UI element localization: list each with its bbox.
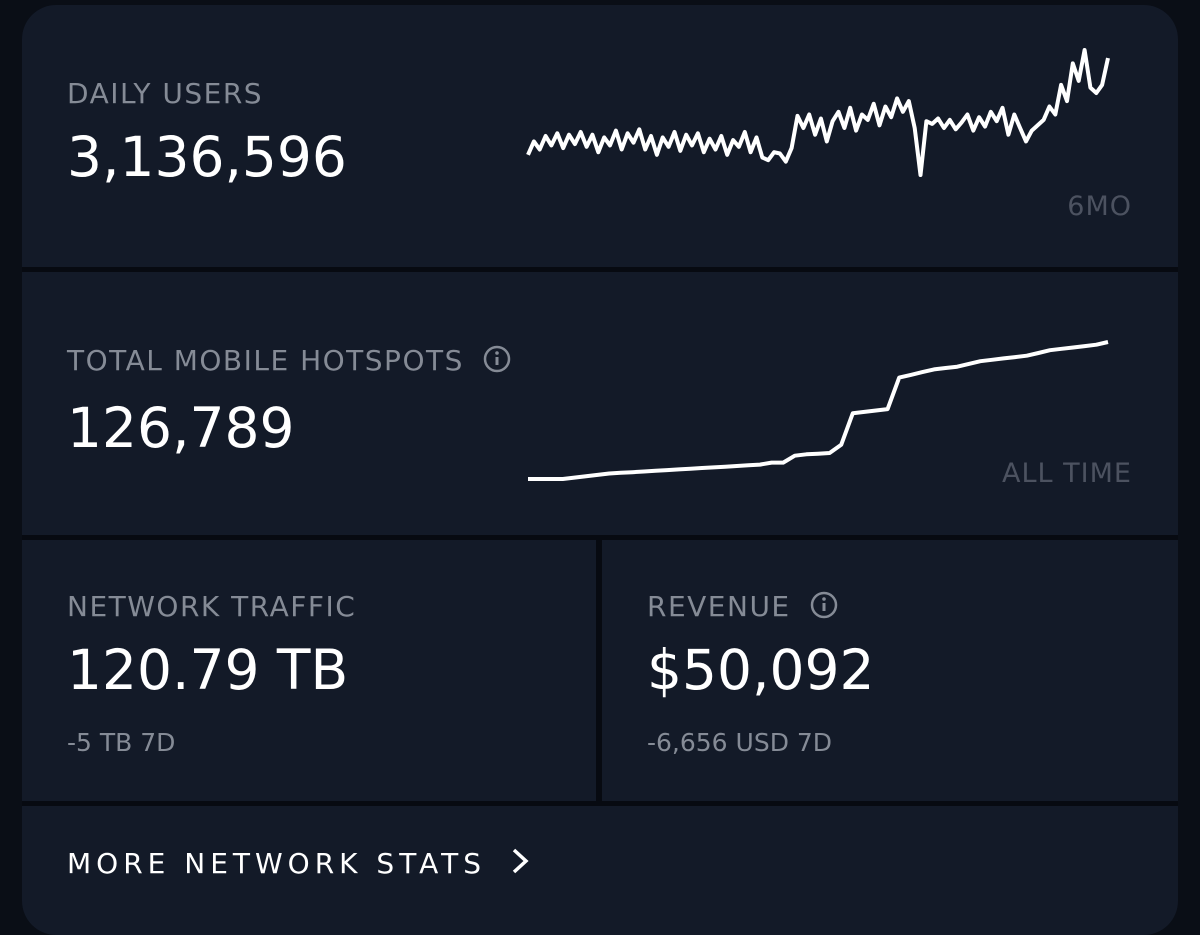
panel-label: TOTAL MOBILE HOTSPOTS (67, 344, 512, 377)
panel-value: 126,789 (67, 396, 295, 460)
range-label[interactable]: ALL TIME (1002, 458, 1132, 489)
chevron-icon[interactable] (508, 846, 532, 876)
tile-value: $50,092 (647, 638, 875, 702)
daily-users-panel: DAILY USERS 3,136,596 6MO (22, 5, 1178, 267)
link-text[interactable]: MORE NETWORK STATS (67, 846, 532, 880)
tile-change: -6,656 USD 7D (647, 728, 833, 757)
tile-label: NETWORK TRAFFIC (67, 590, 357, 623)
sparkline (526, 48, 1110, 177)
sparkline-path (526, 48, 1110, 177)
link-label[interactable]: MORE NETWORK STATS (67, 847, 486, 880)
footer-link[interactable]: MORE NETWORK STATS (22, 806, 1178, 935)
tile-value: 120.79 TB (67, 638, 349, 702)
traffic-tile: NETWORK TRAFFIC 120.79 TB -5 TB 7D (22, 540, 596, 801)
panel-label: DAILY USERS (67, 77, 264, 110)
info-icon[interactable] (809, 590, 839, 620)
info-icon[interactable] (482, 344, 512, 374)
page: DAILY USERS 3,136,596 6MO TOTAL MOBILE H… (22, 5, 1178, 935)
label-text: TOTAL MOBILE HOTSPOTS (67, 344, 464, 377)
label-text: REVENUE (647, 590, 791, 623)
hotspots-panel: TOTAL MOBILE HOTSPOTS 126,789 ALL TIME (22, 272, 1178, 535)
sparkline-path (528, 340, 1109, 481)
range-label[interactable]: 6MO (1067, 191, 1132, 222)
sparkline (528, 340, 1109, 481)
tile-label: REVENUE (647, 590, 839, 623)
tile-change: -5 TB 7D (67, 728, 176, 757)
panel-value: 3,136,596 (67, 125, 347, 189)
stats-card: DAILY USERS 3,136,596 6MO TOTAL MOBILE H… (22, 5, 1178, 935)
revenue-tile: REVENUE $50,092 -6,656 USD 7D (602, 540, 1178, 801)
